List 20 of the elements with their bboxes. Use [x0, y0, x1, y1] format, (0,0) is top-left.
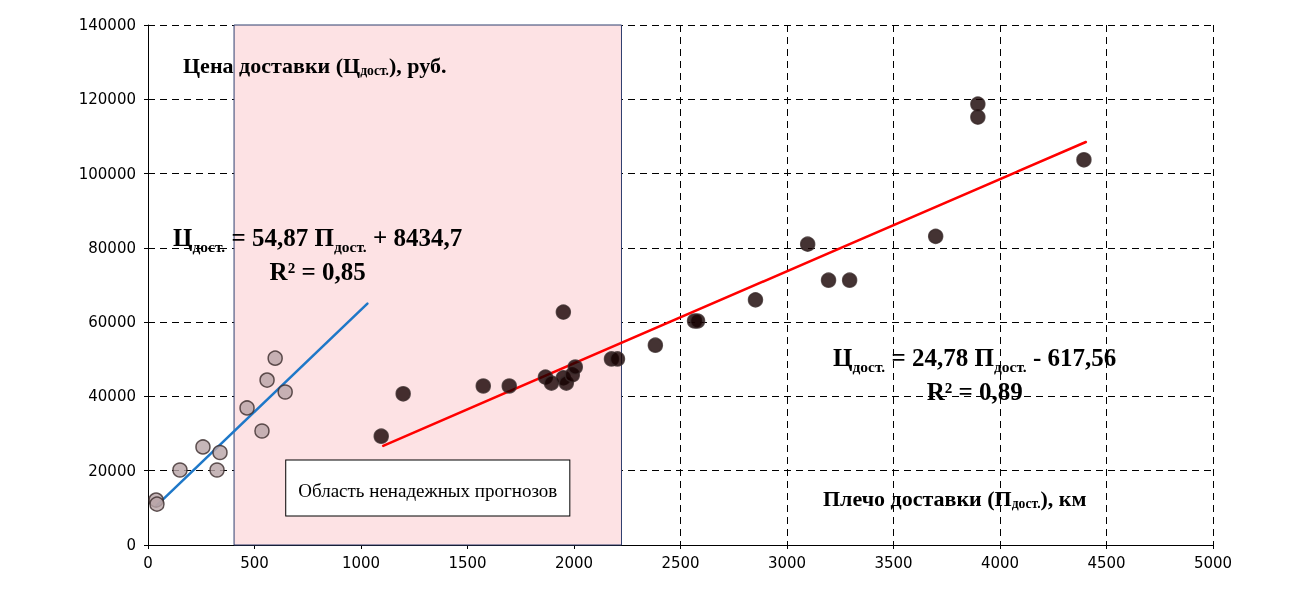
x-tick-label: 2000 — [554, 553, 594, 572]
y-tick-label: 80000 — [88, 238, 136, 257]
x-tick-label: 1000 — [341, 553, 381, 572]
x-tick-label: 2500 — [661, 553, 700, 572]
x-tick-label: 3500 — [874, 553, 913, 572]
y-tick-label: 100000 — [78, 164, 136, 183]
y-tick-label: 0 — [126, 536, 136, 554]
x-tick-label: 5000 — [1193, 553, 1233, 572]
x-tick-label: 3000 — [767, 553, 807, 572]
y-tick-label: 20000 — [88, 461, 136, 480]
y-tick-label: 140000 — [78, 16, 136, 34]
band-label: Область ненадежных прогнозов — [298, 479, 558, 501]
y-tick-label: 60000 — [88, 313, 136, 332]
x-tick-label: 4500 — [1087, 553, 1126, 572]
x-tick-label: 0 — [143, 553, 153, 572]
x-tick-label: 4000 — [980, 553, 1020, 572]
x-tick-label: 1500 — [448, 553, 487, 572]
y-tick-label: 120000 — [78, 90, 136, 109]
x-tick-label: 500 — [240, 553, 269, 572]
y-tick-label: 40000 — [88, 387, 136, 406]
